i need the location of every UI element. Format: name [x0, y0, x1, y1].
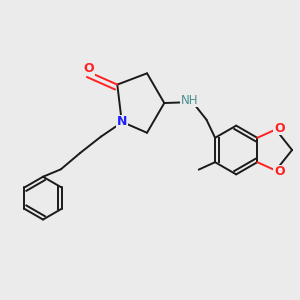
- Text: O: O: [274, 122, 285, 135]
- Text: O: O: [84, 62, 94, 75]
- Text: NH: NH: [181, 94, 198, 106]
- Text: N: N: [117, 115, 127, 128]
- Text: O: O: [274, 165, 285, 178]
